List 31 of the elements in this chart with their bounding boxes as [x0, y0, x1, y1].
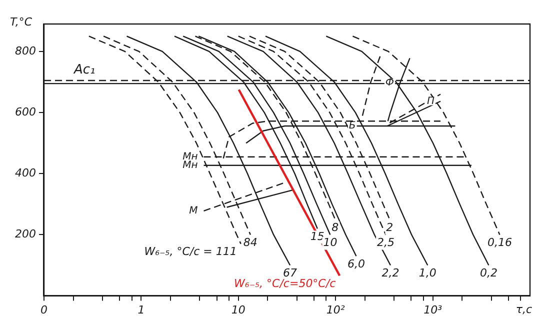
- series-label: 1,0: [418, 266, 436, 280]
- ref-line-label: Ac₁: [72, 62, 96, 78]
- y-tick-label: 600: [14, 105, 36, 118]
- x-tick-label: 0: [40, 303, 48, 316]
- series-label: 0,16: [487, 236, 512, 250]
- annotation: П: [426, 96, 435, 107]
- series-label: 84: [243, 236, 258, 250]
- series-label: 0,2: [480, 266, 498, 280]
- x-axis-title: τ,c: [516, 303, 532, 316]
- series-label: 15: [310, 230, 324, 243]
- y-tick-label: 200: [14, 228, 36, 241]
- x-tick-label: 10²: [326, 303, 346, 316]
- series-label: 67: [283, 266, 298, 280]
- annotation: M: [189, 205, 198, 216]
- series-label: 2,5: [376, 236, 394, 250]
- series-label: 2: [386, 220, 394, 234]
- annotation: Б: [348, 120, 356, 132]
- y-tick-label: 400: [14, 166, 36, 180]
- series-label: 8: [332, 220, 339, 234]
- annotation: Mн: [182, 160, 198, 171]
- series-label: W₆₋₅, °C/c=50°C/c: [234, 277, 336, 290]
- series-label: 6,0: [347, 257, 365, 270]
- y-axis-title: T,°C: [10, 15, 32, 28]
- x-tick-label: 1: [138, 303, 145, 316]
- series-label: 10: [323, 236, 338, 250]
- x-tick-label: 10³: [424, 303, 443, 316]
- series-label: 2,2: [382, 266, 400, 280]
- y-tick-label: 800: [14, 44, 36, 58]
- annotation: Ф: [385, 78, 394, 89]
- series-label: W₆₋₅, °C/c = 111: [144, 245, 237, 258]
- x-tick-label: 10: [231, 303, 246, 316]
